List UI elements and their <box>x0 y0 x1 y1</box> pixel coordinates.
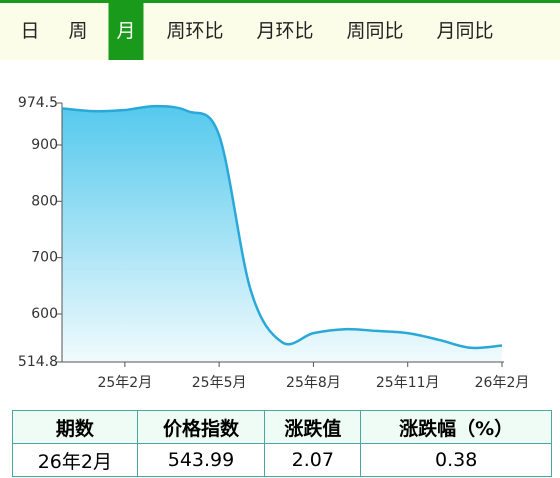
tab[interactable]: 月同比 <box>436 20 494 42</box>
tab-bar: 日 周月周环比 月环比 周同比 月同比 <box>0 0 560 60</box>
table-header-cell: 价格指数 <box>136 410 266 444</box>
x-tick-label: 25年2月 <box>97 375 152 391</box>
y-tick-label: 974.5 <box>18 95 58 111</box>
table-header-cell: 涨跌值 <box>264 410 362 444</box>
y-tick-label: 700 <box>31 250 58 266</box>
y-tick-label: 600 <box>31 306 58 322</box>
x-tick-label: 25年5月 <box>192 375 247 391</box>
tab[interactable]: 周同比 <box>346 20 404 42</box>
x-tick-label: 25年11月 <box>376 375 440 391</box>
tab[interactable]: 周环比 <box>166 20 224 42</box>
y-tick-label: 900 <box>31 137 58 153</box>
table-cell: 543.99 <box>136 443 266 477</box>
x-tick-label: 26年2月 <box>475 375 530 391</box>
table-cell: 2.07 <box>264 443 362 477</box>
area <box>62 106 502 362</box>
tab[interactable]: 月环比 <box>256 20 314 42</box>
tab[interactable]: 月 <box>108 3 144 60</box>
table-header-cell: 涨跌幅（%） <box>360 410 552 444</box>
table-cell: 26年2月 <box>12 443 138 477</box>
chart: 514.8 600 700 800 900 974.5 25年2月 25年5月 25年8月 25年… <box>18 95 530 391</box>
y-tick-label: 800 <box>31 193 58 209</box>
tab[interactable]: 周 <box>68 20 88 42</box>
table-header-cell: 期数 <box>12 410 138 444</box>
x-tick-label: 25年8月 <box>286 375 341 391</box>
summary-table: 期数 价格指数 涨跌值 涨跌幅（%） 26年2月 543.99 2.07 0.38 <box>12 410 552 477</box>
table-cell: 0.38 <box>360 443 552 477</box>
line <box>61 104 503 350</box>
y-tick-label: 514.8 <box>18 354 58 370</box>
table-row: 26年2月 543.99 2.07 0.38 <box>12 443 552 477</box>
tab[interactable]: 日 <box>20 20 40 42</box>
